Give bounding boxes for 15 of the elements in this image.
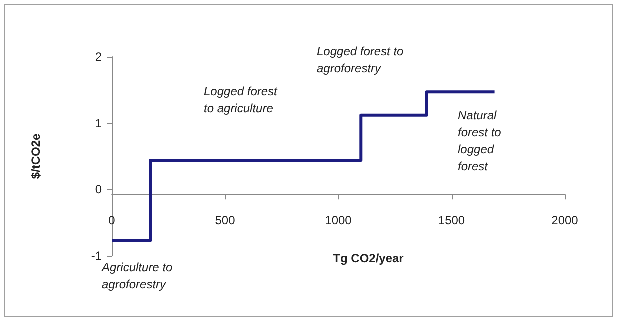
x-tick-label: 1000	[325, 214, 352, 228]
x-axis-title: Tg CO2/year	[333, 252, 404, 266]
annotation: Logged forest to agroforestry	[317, 44, 408, 76]
x-tick-label: 1500	[438, 214, 466, 228]
x-tick-label: 2000	[552, 214, 579, 228]
x-tick-label: 0	[108, 214, 116, 228]
annotation: Natural forest to logged forest	[458, 108, 505, 174]
x-tick-label: 500	[215, 214, 236, 228]
y-tick-label: -1	[91, 249, 102, 263]
y-tick-label: 0	[95, 182, 102, 197]
annotation: Logged forest to agriculture	[204, 84, 281, 116]
text: Agriculture to agroforestry	[101, 260, 176, 292]
y-tick-label: 1	[95, 116, 102, 130]
y-axis-title: $/tCO2e	[29, 134, 43, 180]
y-tick-label: 2	[95, 50, 102, 64]
